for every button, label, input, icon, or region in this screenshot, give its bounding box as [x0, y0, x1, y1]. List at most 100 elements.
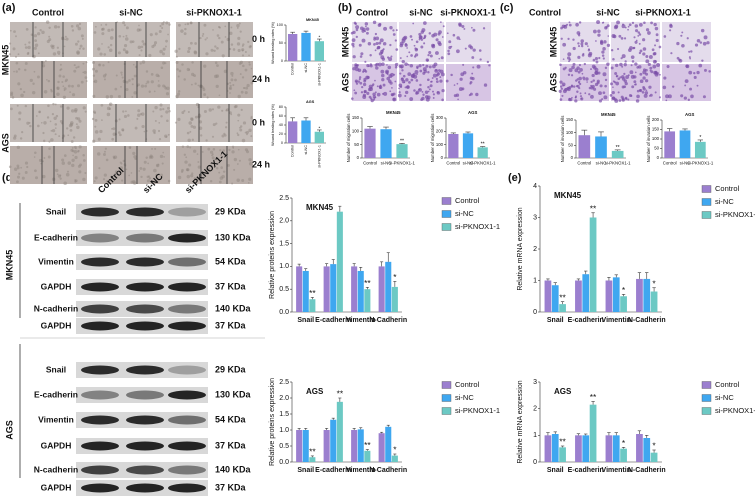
stained-cell — [606, 43, 611, 47]
stained-cell — [584, 92, 587, 95]
cell-texture — [209, 180, 213, 183]
cell-texture — [211, 108, 215, 111]
cell-texture — [215, 74, 220, 78]
blot-band — [168, 415, 206, 425]
stained-cell — [393, 73, 396, 76]
cell-texture — [215, 84, 219, 88]
cell-texture — [241, 138, 246, 143]
stained-cell — [574, 96, 577, 99]
stained-cell — [408, 80, 411, 84]
stained-cell — [441, 88, 445, 93]
cell-texture — [246, 133, 248, 136]
cell-texture — [72, 154, 74, 157]
y-tick-label: 2.0 — [279, 395, 289, 402]
stained-cell — [418, 32, 422, 36]
chart-title: AGS — [685, 112, 694, 117]
stained-cell — [702, 95, 706, 99]
stained-cell — [687, 98, 690, 102]
stained-cell — [580, 44, 584, 48]
cell-texture — [53, 25, 58, 29]
stained-cell — [560, 87, 564, 90]
blot-name: N-cadherin — [34, 464, 78, 474]
stained-cell — [365, 27, 370, 31]
stained-cell — [426, 59, 429, 62]
blot-band — [126, 465, 164, 475]
stained-cell — [352, 67, 356, 71]
stained-cell — [647, 31, 651, 35]
x-tick-label: si-NC — [381, 160, 392, 165]
stained-cell — [459, 38, 461, 41]
stained-cell — [559, 63, 562, 67]
x-tick-label: Snail — [547, 317, 564, 324]
cell-texture — [127, 114, 130, 117]
stained-cell — [371, 84, 374, 87]
bar — [364, 450, 371, 462]
cell-texture — [161, 27, 164, 30]
cell-texture — [46, 39, 50, 44]
cell-texture — [70, 109, 75, 113]
stained-cell — [483, 83, 488, 87]
cell-texture — [27, 51, 30, 54]
stained-cell — [638, 51, 642, 55]
cell-texture — [101, 32, 105, 36]
stained-cell — [616, 47, 620, 51]
time-label: 0 h — [252, 34, 265, 44]
y-axis-label: Number of migration cells — [346, 114, 351, 163]
cell-texture — [76, 125, 80, 130]
stained-cell — [561, 94, 564, 97]
cell-texture — [92, 74, 96, 77]
stained-cell — [361, 85, 364, 89]
x-tick-label: E-cadherin — [568, 467, 604, 474]
stained-cell — [410, 54, 413, 57]
cell-texture — [177, 175, 182, 180]
blot-size: 130 KDa — [215, 389, 252, 399]
stained-cell — [621, 24, 626, 29]
y-tick-label: 1 — [533, 432, 537, 439]
cell-texture — [191, 61, 194, 64]
stained-cell — [413, 44, 416, 47]
y-tick-label: 0 — [533, 459, 537, 466]
significance: ** — [590, 392, 597, 402]
bar — [544, 435, 552, 462]
error-bar — [386, 252, 390, 262]
cell-texture — [9, 42, 12, 45]
cell-texture — [212, 123, 216, 127]
stained-cell — [656, 63, 661, 68]
blot-band — [168, 321, 206, 331]
stained-cell — [432, 90, 434, 93]
cell-texture — [237, 148, 240, 151]
y-tick-label: 100 — [566, 130, 574, 135]
stained-cell — [422, 71, 426, 75]
cell-texture — [97, 137, 101, 141]
stained-cell — [424, 95, 429, 99]
x-tick-label: Vimentin — [602, 467, 631, 474]
cell-texture — [28, 41, 31, 44]
stained-cell — [642, 87, 646, 91]
cell-texture — [16, 104, 19, 107]
stained-cell — [558, 89, 562, 93]
stained-cell — [638, 42, 641, 45]
stained-cell — [635, 99, 640, 103]
cell-texture — [184, 23, 187, 26]
error-bar — [614, 432, 618, 436]
stained-cell — [389, 43, 392, 47]
y-tick-label: 0 — [441, 155, 444, 160]
stained-cell — [431, 34, 435, 38]
y-tick-label: 2.5 — [279, 379, 289, 386]
cell-texture — [150, 80, 154, 84]
cell-texture — [116, 21, 119, 23]
stained-cell — [581, 72, 584, 75]
cell-texture — [239, 128, 243, 132]
bar — [296, 266, 303, 312]
error-bar — [383, 126, 389, 130]
cell-texture — [232, 48, 236, 51]
stained-cell — [620, 57, 623, 60]
bar — [605, 280, 613, 312]
cell-texture — [112, 127, 116, 131]
cell-texture — [223, 69, 228, 74]
stained-cell — [381, 78, 385, 82]
stained-cell — [357, 80, 361, 83]
cell-texture — [75, 123, 78, 126]
stained-cell — [574, 99, 578, 103]
y-tick-label: 1.0 — [279, 427, 289, 434]
